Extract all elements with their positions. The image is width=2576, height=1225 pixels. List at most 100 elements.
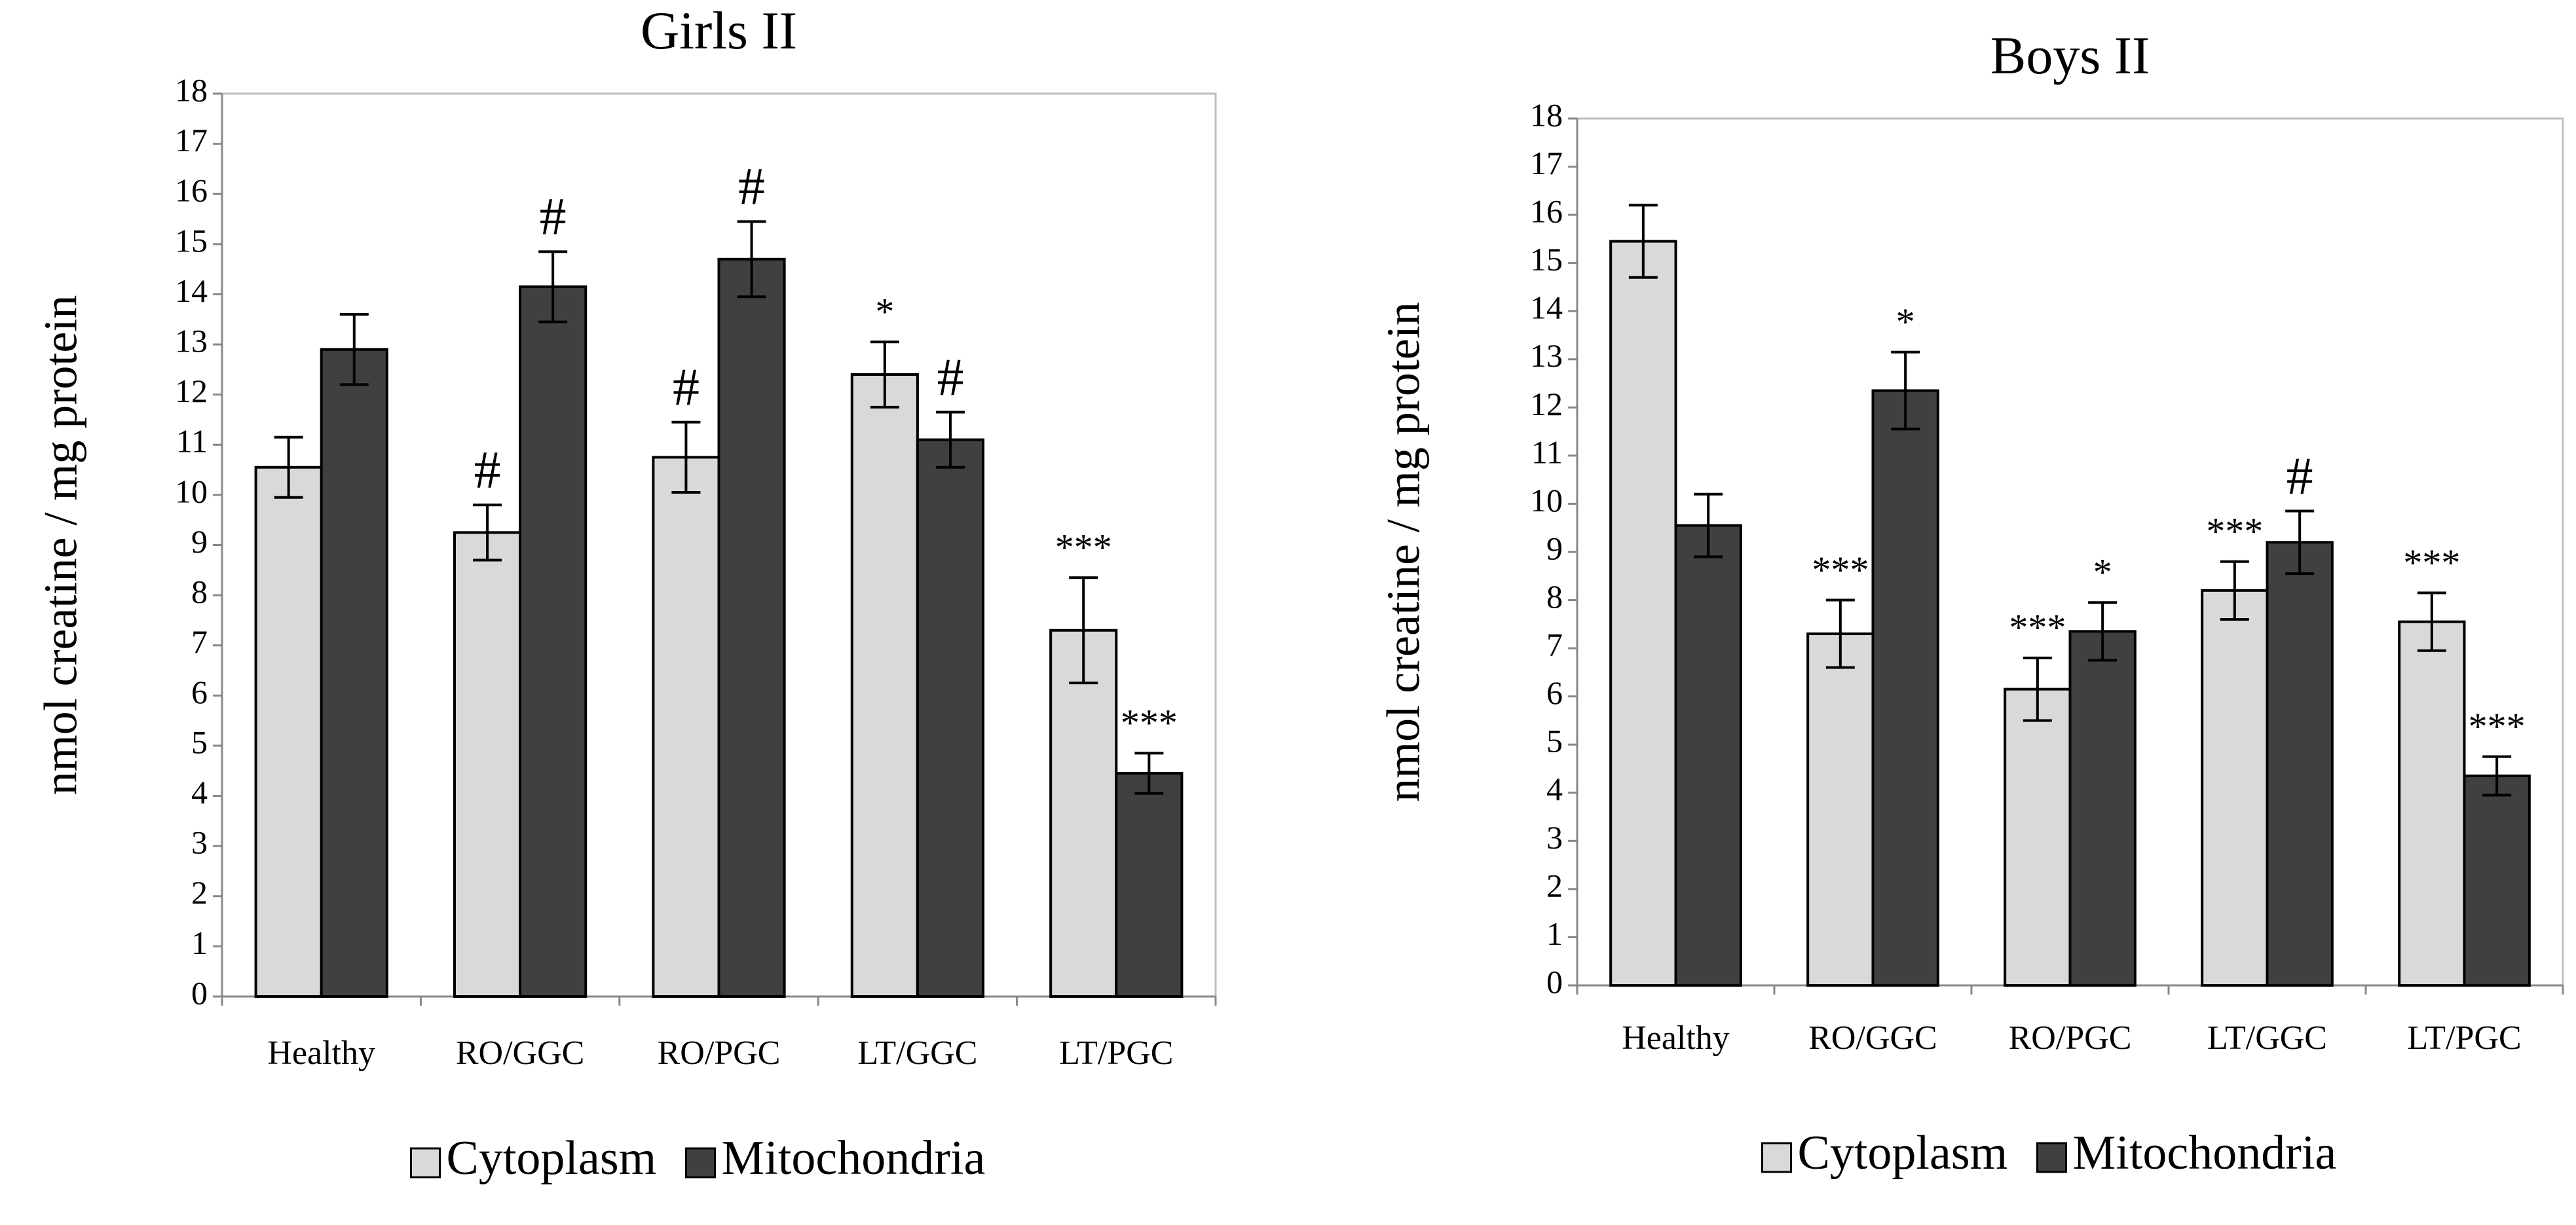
- y-tick-label: 8: [1546, 578, 1563, 615]
- chart-title: Boys II: [1990, 26, 2150, 85]
- x-tick-label: RO/GGC: [1808, 1019, 1937, 1057]
- y-tick-label: 12: [1530, 386, 1563, 422]
- x-tick-label: LT/GGC: [857, 1034, 977, 1072]
- legend-swatch: [2036, 1142, 2067, 1173]
- significance-label: #: [937, 347, 963, 407]
- bar: [916, 438, 985, 998]
- bar: [2004, 687, 2072, 987]
- bar: [2201, 589, 2269, 987]
- y-tick-label: 14: [1530, 289, 1563, 326]
- y-tick-label: 0: [191, 974, 208, 1011]
- y-tick-label: 7: [1546, 627, 1563, 663]
- y-tick-label: 5: [1546, 723, 1563, 759]
- error-bar: [2220, 560, 2249, 621]
- bar: [2398, 620, 2466, 987]
- y-tick-label: 12: [175, 373, 208, 409]
- error-bar: [1069, 576, 1098, 685]
- legend-label: Mitochondria: [2073, 1126, 2337, 1180]
- bar: [850, 373, 919, 998]
- error-bar: [2417, 591, 2446, 652]
- error-bar: [1891, 350, 1920, 431]
- significance-label: #: [673, 357, 700, 417]
- significance-label: #: [474, 440, 501, 500]
- y-tick-label: 11: [1531, 433, 1563, 470]
- y-tick-label: 14: [175, 272, 208, 309]
- legend-label: Mitochondria: [722, 1131, 986, 1185]
- significance-label: ***: [2469, 705, 2526, 748]
- error-bar: [339, 313, 369, 386]
- bar: [2266, 541, 2334, 987]
- significance-label: ***: [1121, 702, 1178, 744]
- y-tick-label: 5: [191, 723, 208, 760]
- significance-label: #: [2287, 446, 2313, 505]
- bar: [1609, 240, 1677, 987]
- legend-swatch: [685, 1147, 716, 1179]
- y-tick-label: 2: [1546, 867, 1563, 904]
- error-bar: [737, 220, 766, 299]
- y-tick-label: 3: [191, 824, 208, 861]
- bar: [1674, 524, 1742, 987]
- y-axis-label: nmol creatine / mg protein: [35, 295, 87, 795]
- y-tick-label: 17: [175, 122, 208, 158]
- y-tick-label: 6: [191, 674, 208, 710]
- y-tick-label: 7: [191, 623, 208, 660]
- y-tick-label: 1: [1546, 915, 1563, 952]
- significance-label: #: [540, 187, 567, 246]
- error-bar: [1694, 492, 1723, 558]
- y-tick-label: 11: [176, 423, 208, 460]
- y-tick-label: 4: [1546, 771, 1563, 807]
- bar: [1049, 629, 1118, 998]
- error-bar: [274, 435, 303, 499]
- y-tick-label: 8: [191, 574, 208, 610]
- y-tick-label: 3: [1546, 819, 1563, 856]
- bar: [652, 456, 720, 998]
- y-tick-label: 18: [175, 71, 208, 108]
- y-tick-label: 1: [191, 924, 208, 961]
- error-bar: [1134, 752, 1164, 795]
- chart-title: Girls II: [641, 1, 797, 60]
- x-tick-label: LT/PGC: [1059, 1034, 1173, 1072]
- x-tick-label: Healthy: [267, 1034, 375, 1072]
- x-tick-label: LT/GGC: [2207, 1019, 2327, 1057]
- legend-swatch: [1761, 1142, 1792, 1173]
- error-bar: [538, 250, 568, 323]
- y-tick-label: 10: [175, 473, 208, 509]
- bar: [1871, 389, 1939, 987]
- y-tick-label: 6: [1546, 674, 1563, 711]
- legend-label: Cytoplasm: [447, 1131, 657, 1185]
- y-tick-label: 13: [1530, 337, 1563, 374]
- error-bar: [473, 503, 502, 562]
- y-axis-label: nmol creatine / mg protein: [1377, 302, 1430, 802]
- error-bar: [1628, 204, 1658, 279]
- x-tick-label: RO/PGC: [2009, 1019, 2132, 1057]
- y-tick-label: 2: [191, 874, 208, 911]
- significance-label: ***: [2009, 606, 2066, 649]
- bar: [2463, 775, 2531, 987]
- y-tick-label: 9: [1546, 530, 1563, 566]
- error-bar: [2088, 601, 2118, 662]
- bar: [1115, 772, 1184, 998]
- significance-label: ***: [2206, 510, 2263, 553]
- bar: [519, 285, 588, 998]
- error-bar: [2023, 656, 2052, 722]
- y-tick-label: 4: [191, 774, 208, 811]
- x-tick-label: LT/PGC: [2407, 1019, 2521, 1057]
- x-tick-label: RO/GGC: [456, 1034, 584, 1072]
- bar: [254, 466, 323, 998]
- y-tick-label: 16: [1530, 193, 1563, 230]
- error-bar: [935, 411, 965, 469]
- significance-label: ***: [1812, 549, 1869, 591]
- y-tick-label: 18: [1530, 96, 1563, 133]
- y-tick-label: 0: [1546, 963, 1563, 1000]
- y-tick-label: 13: [175, 323, 208, 359]
- y-tick-label: 9: [191, 523, 208, 560]
- y-tick-label: 15: [175, 222, 208, 259]
- significance-label: *: [875, 291, 894, 333]
- legend-label: Cytoplasm: [1798, 1126, 2008, 1180]
- bar: [2068, 630, 2137, 987]
- bar: [1806, 632, 1875, 987]
- error-bar: [1825, 598, 1855, 669]
- significance-label: *: [2093, 551, 2112, 594]
- x-tick-label: Healthy: [1622, 1019, 1730, 1057]
